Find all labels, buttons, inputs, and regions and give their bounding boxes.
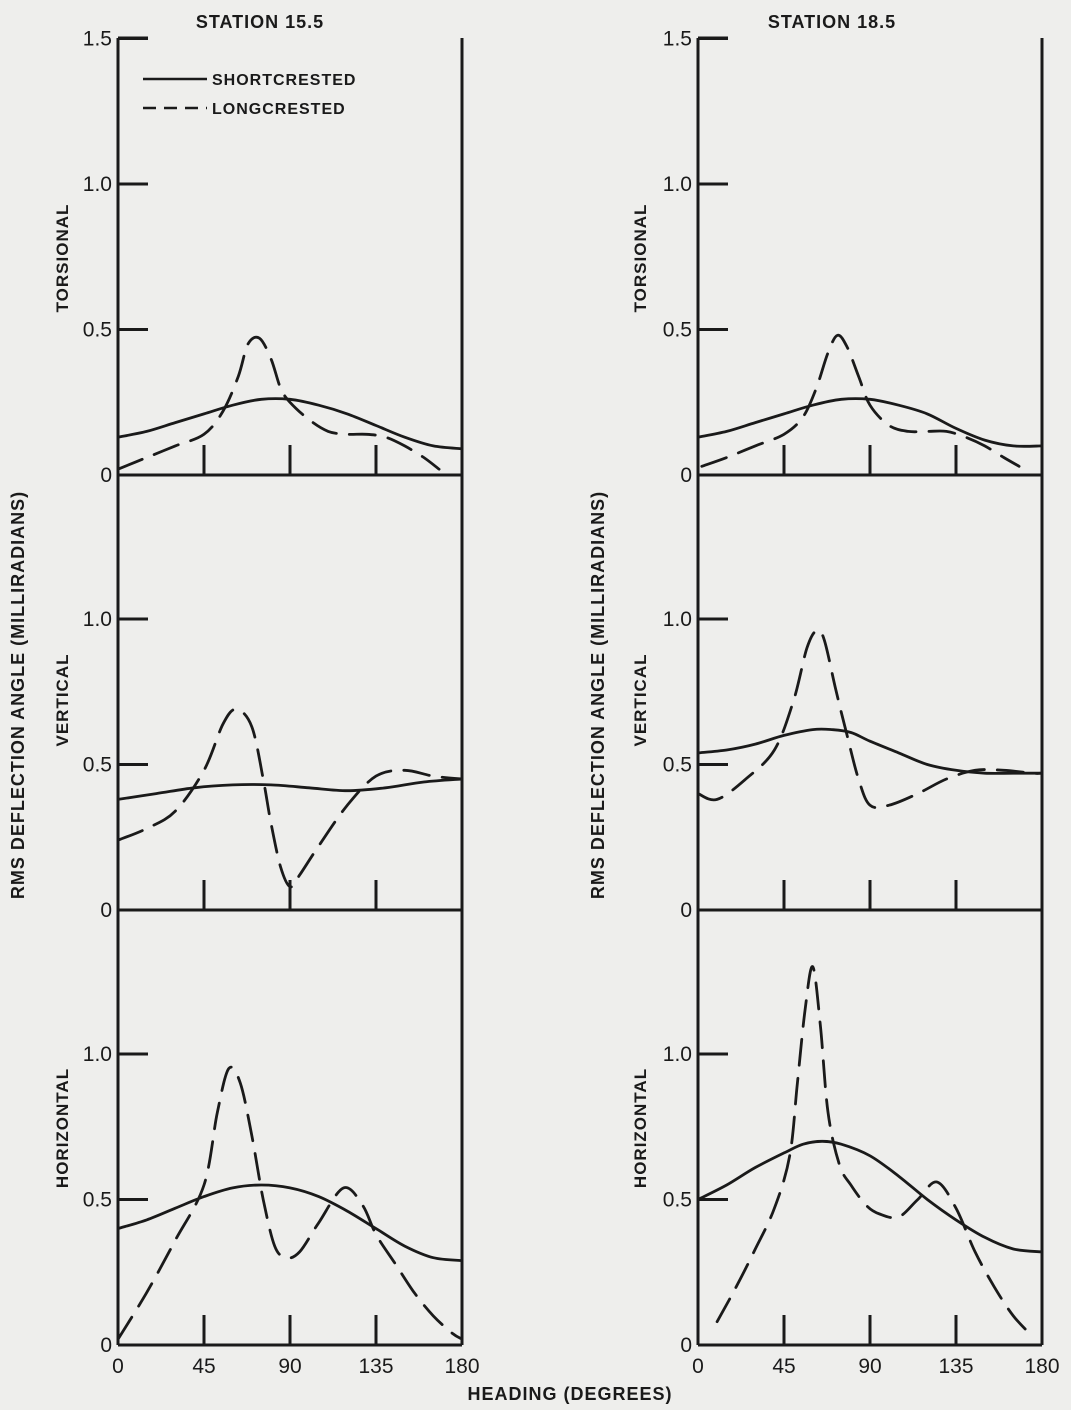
- station-title-right: STATION 18.5: [768, 12, 896, 32]
- left-torsional-longcrested-line: [116, 335, 441, 471]
- right-torsional-shortcrested-line: [696, 397, 1044, 448]
- panel-right-horizontal: 0 0.5 1.0 0 45 90 135 180: [663, 910, 1060, 1378]
- panel-left-vertical: 0 0.5 1.0: [83, 475, 464, 922]
- left-horizontal-x-tick-label: 180: [444, 1355, 479, 1378]
- left-horizontal-x-tick-label: 90: [278, 1355, 301, 1378]
- panel-label-right-vertical: VERTICAL: [631, 654, 650, 747]
- right-vertical-shortcrested-line: [696, 727, 1044, 775]
- right-torsional-y-tick-label: 1.0: [663, 173, 692, 196]
- right-horizontal-y-tick-label: 0.5: [663, 1189, 692, 1212]
- right-vertical-longcrested-line: [696, 628, 1044, 810]
- left-torsional-y-tick-label: 1.0: [83, 173, 112, 196]
- panel-left-torsional: 0 0.5 1.0 1.5: [83, 28, 464, 487]
- left-vertical-longcrested-line: [116, 707, 464, 889]
- right-horizontal-y-tick-label: 0: [680, 1334, 692, 1357]
- right-vertical-y-tick-label: 0.5: [663, 754, 692, 777]
- station-title-left: STATION 15.5: [196, 12, 324, 32]
- right-horizontal-x-tick-label: 135: [938, 1355, 973, 1378]
- right-horizontal-longcrested-line: [715, 965, 1034, 1338]
- left-torsional-y-tick-label: 1.5: [83, 28, 112, 51]
- right-torsional-y-tick-label: 0.5: [663, 319, 692, 342]
- right-vertical-y-tick-label: 1.0: [663, 608, 692, 631]
- panel-label-right-torsional: TORSIONAL: [631, 204, 650, 313]
- panel-label-left-horizontal: HORIZONTAL: [53, 1068, 72, 1188]
- left-horizontal-x-tick-label: 45: [192, 1355, 215, 1378]
- right-horizontal-shortcrested-line: [696, 1139, 1044, 1254]
- right-horizontal-y-tick-label: 1.0: [663, 1043, 692, 1066]
- right-horizontal-x-tick-label: 45: [772, 1355, 795, 1378]
- right-horizontal-x-tick-label: 90: [858, 1355, 881, 1378]
- left-vertical-y-tick-label: 0: [100, 899, 112, 922]
- left-horizontal-longcrested-line: [116, 1065, 464, 1341]
- right-torsional-y-tick-label: 1.5: [663, 28, 692, 51]
- chart-panels: 0 0.5 1.0 1.5 0 0.5 1.0 0 0.5 1.0 0 45 90 135 180 0 0.5 1…: [83, 28, 1060, 1379]
- left-torsional-shortcrested-line: [116, 397, 464, 451]
- legend-dashed-label: LONGCRESTED: [212, 101, 346, 118]
- left-vertical-shortcrested-line: [116, 777, 464, 801]
- left-torsional-y-tick-label: 0: [100, 464, 112, 487]
- right-vertical-y-tick-label: 0: [680, 899, 692, 922]
- legend-solid-label: SHORTCRESTED: [212, 72, 356, 89]
- left-vertical-y-tick-label: 0.5: [83, 754, 112, 777]
- left-horizontal-y-tick-label: 1.0: [83, 1043, 112, 1066]
- panel-label-left-vertical: VERTICAL: [53, 654, 72, 747]
- right-horizontal-x-tick-label: 180: [1024, 1355, 1059, 1378]
- left-horizontal-shortcrested-line: [116, 1183, 464, 1262]
- left-vertical-y-tick-label: 1.0: [83, 608, 112, 631]
- panel-right-vertical: 0 0.5 1.0: [663, 475, 1044, 922]
- left-horizontal-y-tick-label: 0: [100, 1334, 112, 1357]
- panel-label-right-horizontal: HORIZONTAL: [631, 1068, 650, 1188]
- panel-right-torsional: 0 0.5 1.0 1.5: [663, 28, 1044, 487]
- left-horizontal-x-tick-label: 0: [112, 1355, 124, 1378]
- legend: SHORTCRESTED LONGCRESTED: [143, 72, 356, 118]
- right-torsional-longcrested-line: [700, 333, 1021, 468]
- x-axis-title: HEADING (DEGREES): [467, 1384, 672, 1404]
- panel-left-horizontal: 0 0.5 1.0 0 45 90 135 180: [83, 910, 480, 1378]
- left-horizontal-x-tick-label: 135: [358, 1355, 393, 1378]
- right-horizontal-x-tick-label: 0: [692, 1355, 704, 1378]
- y-axis-title-right: RMS DEFLECTION ANGLE (MILLIRADIANS): [588, 491, 608, 899]
- y-axis-title-left: RMS DEFLECTION ANGLE (MILLIRADIANS): [8, 491, 28, 899]
- left-horizontal-y-tick-label: 0.5: [83, 1189, 112, 1212]
- left-torsional-y-tick-label: 0.5: [83, 319, 112, 342]
- right-torsional-y-tick-label: 0: [680, 464, 692, 487]
- panel-label-left-torsional: TORSIONAL: [53, 204, 72, 313]
